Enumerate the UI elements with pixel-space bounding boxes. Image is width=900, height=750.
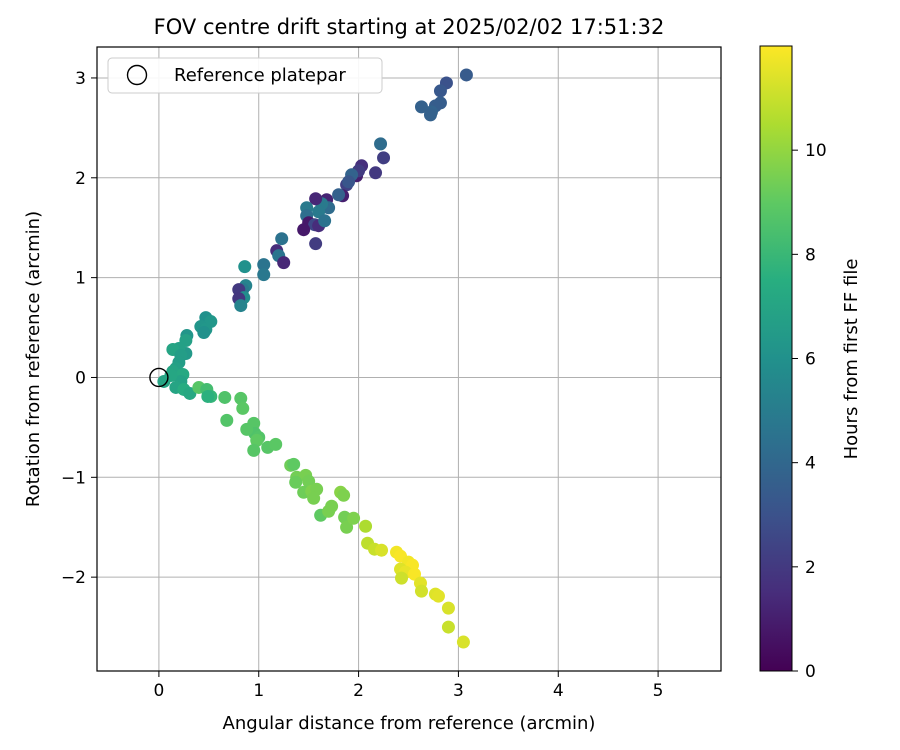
colorbar-tick-label: 0 [805, 662, 816, 682]
plot-frame [96, 46, 722, 672]
data-point [375, 543, 389, 557]
data-point [332, 188, 346, 202]
data-point [347, 511, 361, 525]
data-point [459, 68, 473, 82]
data-point [309, 192, 323, 206]
y-tick-label: 1 [75, 269, 86, 289]
data-point [236, 401, 250, 415]
y-tick-label: −2 [61, 568, 86, 588]
y-tick-label: 3 [75, 69, 86, 89]
colorbar-label: Hours from first FF file [841, 259, 862, 460]
data-point [307, 491, 321, 505]
data-point [395, 571, 409, 585]
data-point [269, 437, 283, 451]
legend-box [107, 57, 383, 94]
legend: Reference platepar [107, 57, 383, 94]
colorbar-ticks: 0 2 4 6 8 10 [792, 141, 827, 682]
data-point [433, 84, 447, 98]
data-point [374, 137, 388, 151]
colorbar: 0 2 4 6 8 10 Hours from first FF file [759, 45, 862, 682]
data-point [325, 499, 339, 513]
colorbar-tick-label: 6 [805, 350, 816, 370]
y-tick-label: −1 [61, 468, 86, 488]
colorbar-tick-label: 10 [805, 141, 827, 161]
data-point [240, 422, 254, 436]
data-point [257, 258, 271, 272]
data-point [340, 520, 354, 534]
data-point [275, 232, 289, 246]
data-point [220, 413, 234, 427]
data-point [197, 326, 211, 340]
colorbar-gradient [759, 45, 793, 672]
y-axis-label: Rotation from reference (arcmin) [23, 211, 44, 507]
data-point [342, 175, 356, 189]
data-point [414, 584, 428, 598]
data-point [431, 589, 445, 603]
y-tick-label: 2 [75, 169, 86, 189]
data-point [456, 635, 470, 649]
data-point [309, 237, 323, 251]
colorbar-tick-label: 8 [805, 245, 816, 265]
x-tick-label: 2 [353, 681, 364, 701]
data-point [218, 390, 232, 404]
legend-marker [126, 64, 148, 86]
y-axis-ticks: −2 −1 0 1 2 3 [61, 69, 97, 588]
grid [97, 47, 721, 671]
data-point [423, 108, 437, 122]
data-point [297, 223, 311, 237]
x-tick-label: 4 [553, 681, 564, 701]
data-point [201, 389, 215, 403]
data-point [302, 474, 316, 488]
data-point [234, 299, 248, 313]
data-point [247, 443, 261, 457]
colorbar-tick-label: 2 [805, 558, 816, 578]
data-point [441, 601, 455, 615]
legend-label: Reference platepar [174, 65, 346, 86]
data-point [234, 391, 248, 405]
data-point [289, 475, 303, 489]
data-point [337, 488, 351, 502]
chart-title: FOV centre drift starting at 2025/02/02 … [154, 15, 665, 39]
data-point [441, 620, 455, 634]
x-tick-label: 1 [253, 681, 264, 701]
x-axis-label: Angular distance from reference (arcmin) [223, 713, 596, 734]
x-tick-label: 3 [453, 681, 464, 701]
x-tick-label: 0 [153, 681, 164, 701]
data-point [287, 457, 301, 471]
data-point [257, 268, 271, 282]
x-tick-label: 5 [653, 681, 664, 701]
colorbar-tick-label: 4 [805, 454, 816, 474]
data-point [318, 214, 332, 228]
y-tick-label: 0 [75, 368, 86, 388]
data-point [238, 260, 252, 274]
data-point [250, 433, 264, 447]
data-point [414, 100, 428, 114]
data-point [277, 256, 291, 270]
data-point [359, 519, 373, 533]
x-axis-ticks: 0 1 2 3 4 5 [153, 671, 664, 701]
data-point [377, 151, 391, 165]
data-point [164, 368, 178, 382]
data-point [369, 166, 383, 180]
reference-marker [149, 367, 169, 388]
